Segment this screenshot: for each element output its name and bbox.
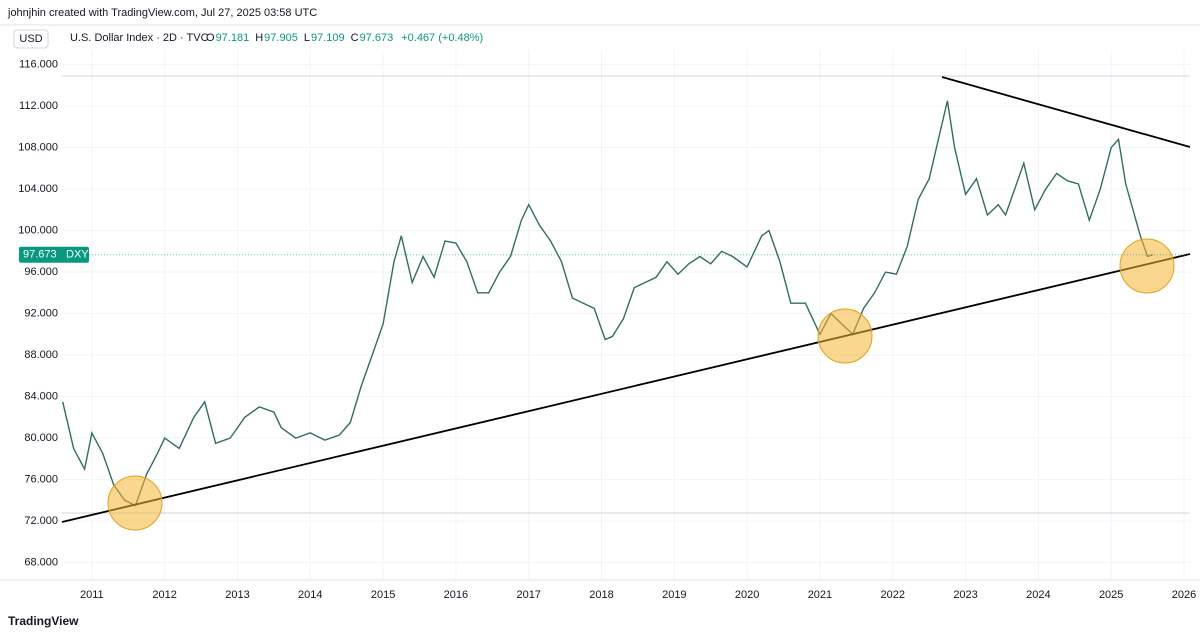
resistance-trendline: [941, 76, 1191, 148]
x-tick-label: 2026: [1172, 589, 1196, 601]
price-tag-box: [19, 246, 89, 263]
x-tick-label: 2017: [516, 589, 540, 601]
y-tick-label: 88.000: [24, 349, 58, 361]
support-trendline: [61, 253, 1191, 523]
ohlc-value: 97.109: [311, 32, 345, 44]
ohlc-label: L: [304, 32, 310, 44]
ohlc-legend: O 97.181 H 97.905 L 97.109 C 97.673: [206, 32, 393, 44]
plot-area: [62, 50, 1190, 580]
ohlc-label: O: [206, 32, 215, 44]
currency-box: [13, 29, 49, 49]
attribution: johnjhin created with TradingView.com, J…: [7, 7, 317, 19]
symbol: U.S. Dollar Index · 2D · TVC: [70, 32, 209, 44]
y-tick-label: 112.000: [19, 100, 58, 112]
y-tick-label: 96.000: [24, 266, 58, 278]
y-tick-label: 92.000: [24, 307, 58, 319]
x-tick-label: 2022: [881, 589, 905, 601]
y-tick-label: 76.000: [24, 473, 58, 485]
y-tick-label: 80.000: [24, 432, 58, 444]
price-line: [62, 100, 1153, 507]
x-tick-label: 2016: [444, 589, 468, 601]
ohlc-label: C: [351, 32, 359, 44]
x-tick-label: 2013: [225, 589, 249, 601]
y-tick-label: 116.000: [19, 59, 58, 71]
x-tick-label: 2020: [735, 589, 759, 601]
highlight-circle: [817, 308, 873, 364]
y-tick-label: 108.000: [18, 142, 58, 154]
x-tick-label: 2025: [1099, 589, 1123, 601]
currency: USD: [19, 33, 42, 45]
x-tick-label: 2011: [80, 589, 104, 601]
y-tick-label: 100.000: [18, 224, 58, 236]
ohlc-value: 97.673: [360, 32, 394, 44]
y-tick-label: 68.000: [24, 556, 58, 568]
footer-brand: TradingView: [8, 614, 79, 628]
ohlc-label: H: [255, 32, 263, 44]
y-tick-label: 104.000: [18, 183, 58, 195]
change: +0.467 (+0.48%): [401, 32, 483, 44]
x-tick-label: 2019: [662, 589, 686, 601]
y-tick-label: 72.000: [24, 515, 58, 527]
highlight-circle: [1119, 238, 1175, 294]
price-tag: 97.673 DXY: [19, 246, 1190, 263]
highlight-circle: [107, 475, 163, 531]
price-tag-value: 97.673: [23, 249, 57, 261]
ohlc-value: 97.905: [264, 32, 298, 44]
x-tick-label: 2015: [371, 589, 395, 601]
x-tick-label: 2014: [298, 589, 322, 601]
x-tick-label: 2021: [808, 589, 832, 601]
x-tick-label: 2024: [1026, 589, 1050, 601]
y-tick-label: 84.000: [24, 390, 58, 402]
price-tag-ticker: DXY: [66, 249, 89, 261]
x-tick-label: 2012: [152, 589, 176, 601]
x-tick-label: 2023: [953, 589, 977, 601]
ohlc-value: 97.181: [216, 32, 250, 44]
x-tick-label: 2018: [589, 589, 613, 601]
